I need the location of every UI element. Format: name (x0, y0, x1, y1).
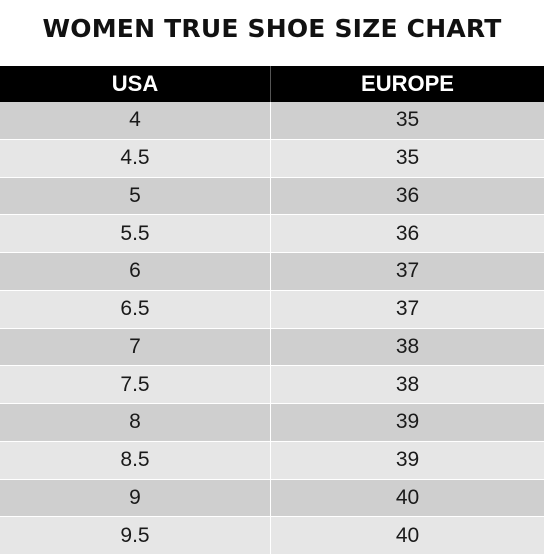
europe-size-cell: 40 (395, 485, 420, 509)
usa-size-cell: 4 (0, 102, 271, 139)
table-row: 9.5 40 (0, 517, 544, 555)
europe-size-cell: 39 (395, 448, 420, 472)
table-row: 8 39 (0, 404, 544, 442)
table-header-row: USA EUROPE (0, 66, 544, 102)
usa-size-cell: 5 (0, 177, 271, 215)
page-title: WOMEN TRUE SHOE SIZE CHART (42, 14, 502, 43)
table-row: 6.5 37 (0, 290, 544, 329)
europe-size-cell: 40 (395, 523, 420, 547)
table-row: 8.5 39 (0, 441, 544, 480)
table-row: 5.5 36 (0, 215, 544, 253)
usa-size-cell: 4.5 (0, 139, 271, 177)
europe-size-cell: 35 (395, 146, 420, 170)
europe-size-cell: 39 (395, 410, 420, 434)
europe-size-cell: 37 (395, 297, 420, 321)
usa-size-cell: 9.5 (0, 517, 271, 554)
size-chart-table: USA EUROPE 4 35 4.5 35 5 36 5.5 36 6 37 … (0, 66, 544, 555)
usa-size-cell: 7 (0, 328, 271, 366)
europe-size-cell: 36 (395, 183, 420, 207)
europe-size-cell: 38 (395, 372, 420, 396)
europe-size-cell: 38 (395, 334, 420, 358)
europe-size-cell: 36 (395, 221, 420, 245)
usa-size-cell: 6.5 (0, 290, 271, 328)
table-row: 4 35 (0, 102, 544, 140)
table-row: 7.5 38 (0, 366, 544, 404)
table-row: 7 38 (0, 328, 544, 367)
table-row: 6 37 (0, 253, 544, 291)
usa-size-cell: 8 (0, 404, 271, 441)
table-row: 5 36 (0, 177, 544, 216)
usa-size-cell: 5.5 (0, 215, 271, 252)
column-header-europe: EUROPE (361, 71, 454, 96)
usa-size-cell: 7.5 (0, 366, 271, 403)
usa-size-cell: 8.5 (0, 441, 271, 479)
usa-size-cell: 6 (0, 253, 271, 290)
europe-size-cell: 37 (395, 259, 420, 283)
column-header-usa: USA (0, 66, 271, 102)
usa-size-cell: 9 (0, 479, 271, 517)
table-row: 4.5 35 (0, 139, 544, 178)
europe-size-cell: 35 (395, 108, 420, 132)
table-row: 9 40 (0, 479, 544, 518)
